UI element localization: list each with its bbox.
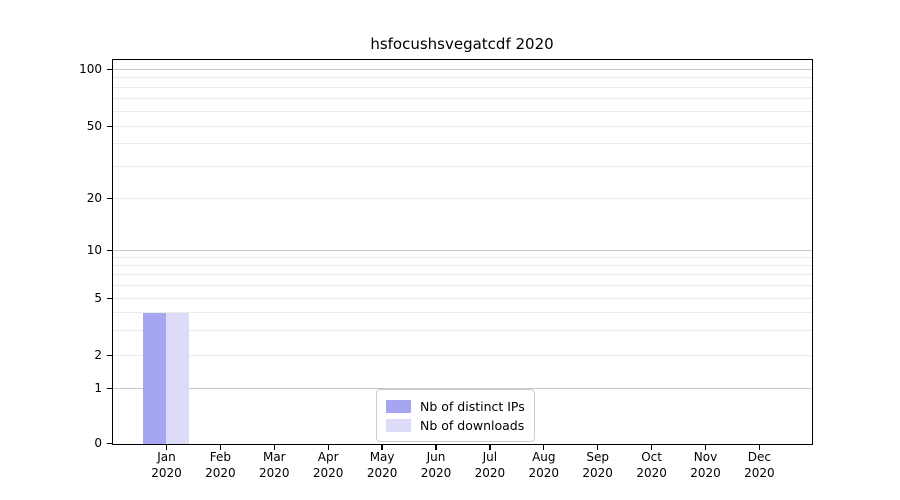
gridline-minor-90 — [113, 77, 812, 79]
gridline-minor-2 — [113, 354, 812, 356]
x-tick-month: Apr — [317, 450, 339, 464]
x-tick-month: Dec — [747, 450, 771, 464]
x-tick-year: 2020 — [205, 466, 236, 480]
gridline-minor-3 — [113, 329, 812, 331]
gridline-minor-9 — [113, 256, 812, 258]
chart-title: hsfocushsvegatcdf 2020 — [370, 35, 554, 53]
x-tick-month: Oct — [641, 450, 662, 464]
x-tick-mark-jul — [489, 445, 491, 450]
x-tick-year: 2020 — [366, 466, 398, 480]
gridline-minor-40 — [113, 143, 812, 145]
y-tick-label-0: 0 — [94, 436, 102, 450]
legend-label: Nb of distinct IPs — [420, 398, 525, 414]
x-tick-month: Jan — [157, 450, 176, 464]
y-tick-mark-5 — [107, 298, 113, 300]
x-tick-mark-nov — [704, 445, 707, 450]
x-tick-year: 2020 — [259, 466, 290, 480]
y-tick-mark-0 — [107, 442, 113, 445]
x-tick-mark-mar — [273, 445, 275, 450]
gridline-minor-50 — [113, 125, 812, 127]
x-tick-year: 2020 — [528, 466, 560, 480]
y-tick-mark-10 — [107, 249, 113, 252]
x-tick-mark-feb — [219, 445, 222, 450]
x-tick-month: Jul — [482, 450, 498, 464]
gridline-minor-30 — [113, 165, 812, 167]
x-tick-label-aug: Aug 2020 — [517, 449, 571, 481]
gridline-minor-6 — [113, 285, 812, 287]
gridline-minor-4 — [113, 311, 812, 313]
x-tick-month: Jun — [426, 450, 446, 464]
x-tick-label-jan: Jan 2020 — [140, 449, 194, 481]
x-tick-label-sep: Sep 2020 — [571, 449, 625, 481]
x-tick-year: 2020 — [690, 466, 721, 480]
x-tick-month: Aug — [532, 450, 556, 464]
bar-nb-of-downloads-jan — [166, 313, 189, 444]
bar-nb-of-distinct-ips-jan — [143, 313, 166, 444]
x-tick-mark-may — [381, 445, 383, 450]
y-tick-mark-50 — [107, 125, 113, 128]
y-tick-label-1: 1 — [94, 381, 102, 395]
legend-swatch-nb-of-downloads — [386, 418, 411, 432]
gridline-minor-60 — [113, 110, 812, 112]
x-tick-month: Feb — [209, 450, 232, 464]
x-tick-label-mar: Mar 2020 — [247, 449, 301, 481]
y-tick-mark-1 — [107, 387, 113, 390]
x-tick-month: Mar — [262, 450, 286, 464]
legend-label: Nb of downloads — [420, 417, 525, 433]
x-tick-mark-oct — [650, 445, 653, 450]
x-tick-label-jun: Jun 2020 — [409, 449, 463, 481]
legend-row-nb-of-downloads: Nb of downloads — [386, 416, 525, 434]
gridline-minor-8 — [113, 265, 812, 267]
x-tick-year: 2020 — [312, 466, 344, 480]
x-tick-month: Nov — [693, 450, 718, 464]
y-tick-label-5: 5 — [94, 291, 102, 306]
y-tick-mark-2 — [107, 355, 113, 357]
x-tick-mark-sep — [597, 445, 599, 450]
y-tick-label-20: 20 — [86, 191, 102, 206]
x-tick-mark-jan — [165, 445, 168, 450]
x-tick-mark-apr — [327, 445, 329, 450]
gridline-major-1 — [113, 387, 812, 389]
x-tick-month: Sep — [586, 450, 609, 464]
x-tick-month: May — [369, 450, 395, 464]
x-tick-year: 2020 — [474, 466, 506, 480]
x-tick-year: 2020 — [636, 466, 667, 480]
gridline-minor-7 — [113, 274, 812, 276]
x-tick-year: 2020 — [151, 466, 182, 480]
y-tick-label-100: 100 — [79, 62, 102, 77]
legend-swatch-nb-of-distinct-ips — [386, 399, 411, 413]
x-tick-label-jul: Jul 2020 — [463, 449, 517, 481]
y-tick-label-50: 50 — [86, 119, 102, 133]
gridline-minor-20 — [113, 197, 812, 199]
gridline-minor-5 — [113, 297, 812, 299]
gridline-minor-70 — [113, 97, 812, 99]
legend: Nb of distinct IPs Nb of downloads — [376, 389, 535, 442]
legend-row-nb-of-distinct-ips: Nb of distinct IPs — [386, 397, 525, 415]
y-tick-mark-20 — [107, 198, 113, 200]
gridline-major-10 — [113, 249, 812, 251]
x-tick-label-may: May 2020 — [355, 449, 409, 481]
x-tick-label-nov: Nov 2020 — [679, 449, 733, 481]
y-tick-mark-100 — [107, 69, 113, 71]
y-tick-label-2: 2 — [94, 348, 102, 363]
x-tick-mark-jun — [435, 445, 437, 450]
x-tick-year: 2020 — [582, 466, 613, 480]
y-tick-label-10: 10 — [86, 243, 102, 257]
x-tick-label-feb: Feb 2020 — [193, 449, 247, 481]
gridline-minor-80 — [113, 87, 812, 89]
x-tick-label-apr: Apr 2020 — [301, 449, 355, 481]
gridline-major-100 — [113, 68, 812, 70]
x-tick-year: 2020 — [744, 466, 775, 480]
x-tick-label-dec: Dec 2020 — [732, 449, 786, 481]
x-tick-mark-aug — [543, 445, 545, 450]
x-tick-label-oct: Oct 2020 — [625, 449, 679, 481]
x-tick-mark-dec — [758, 445, 761, 450]
plot-area: Nb of distinct IPs Nb of downloads — [112, 59, 813, 445]
x-tick-year: 2020 — [420, 466, 452, 480]
